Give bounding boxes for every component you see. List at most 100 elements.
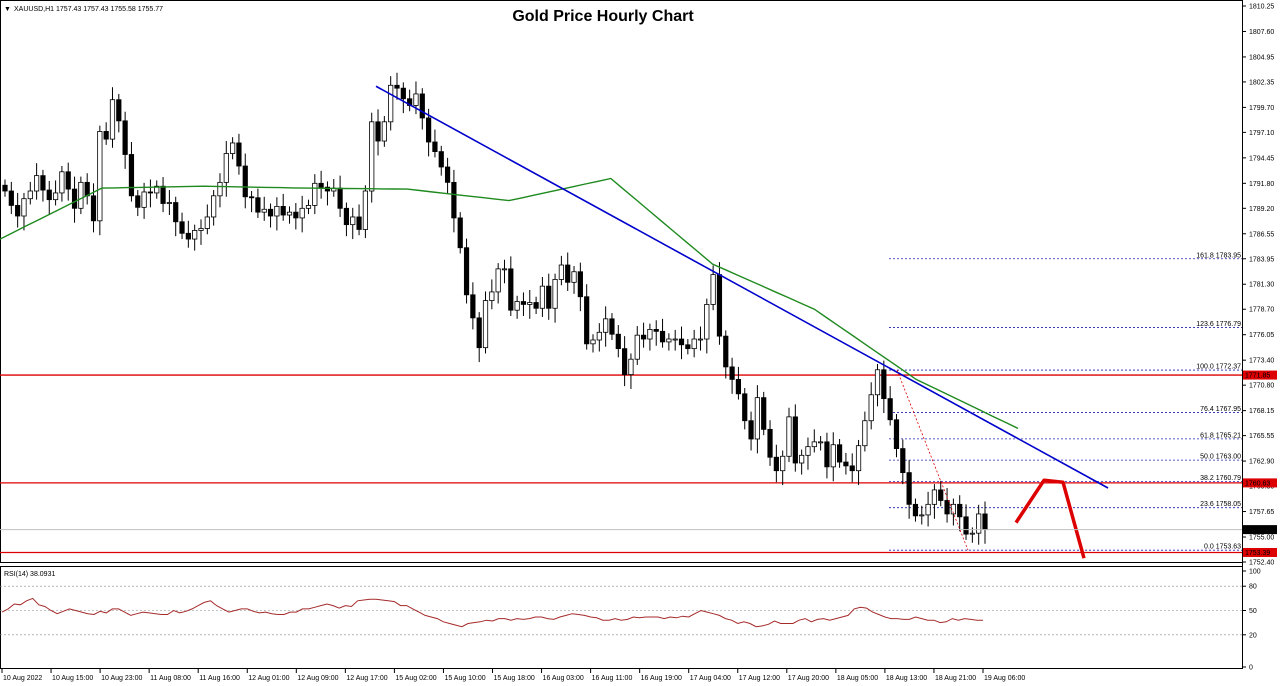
candle-body [830, 444, 836, 468]
candle-body [748, 420, 754, 440]
price-axis: 1810.25 1807.60 1804.95 1802.35 1799.70 1797.… [1242, 4, 1274, 567]
price-tick-label: 1781.30 [1249, 282, 1274, 289]
price-tick-label: 1789.20 [1249, 206, 1274, 213]
candle-body [426, 117, 432, 143]
candle-body [116, 99, 122, 122]
candle-body [539, 285, 546, 309]
candle-body [754, 397, 760, 440]
price-tick-label: 1804.95 [1249, 54, 1274, 61]
candle-body [299, 207, 305, 219]
candle-body [192, 230, 198, 240]
candle-body [691, 338, 697, 350]
candle-body [160, 185, 166, 204]
price-tick-label: 1757.65 [1249, 509, 1274, 516]
candle-body [780, 455, 786, 472]
price-tick-label: 1799.70 [1249, 105, 1274, 112]
symbol-arrow-icon: ▼ [4, 6, 11, 13]
candle-body [811, 441, 817, 448]
candle-body [666, 338, 672, 343]
candle-body [97, 131, 103, 222]
rsi-label: RSI(14) 38.0931 [4, 571, 55, 578]
time-tick-label: 10 Aug 23:00 [101, 675, 142, 682]
candle-body [8, 190, 14, 206]
candle-body [697, 338, 704, 341]
candle-body [261, 208, 267, 213]
fib-label: 0.0 1753.63 [1204, 544, 1241, 551]
fib-label: 161.8 1783.95 [1196, 252, 1241, 259]
time-tick-label: 19 Aug 06:00 [984, 675, 1025, 682]
current-price-label: 1755.77 [1245, 527, 1270, 534]
support-resistance-lines: 1771.85 1760.63 1753.39 [0, 370, 1277, 557]
candle-body [280, 205, 286, 216]
price-tick-label: 1765.55 [1249, 433, 1274, 440]
candle-body [577, 271, 583, 298]
candle-body [799, 454, 805, 464]
time-tick-label: 16 Aug 03:00 [543, 675, 584, 682]
candle-body [704, 304, 710, 340]
candle-body [969, 532, 975, 535]
candle-body [413, 93, 419, 106]
candle-body [173, 202, 179, 223]
candle-body [982, 513, 988, 530]
fib-label: 38.2 1760.79 [1200, 475, 1241, 482]
fib-label: 23.6 1758.05 [1200, 501, 1241, 508]
candle-body [565, 264, 571, 283]
candle-body [369, 121, 375, 192]
candle-body [824, 441, 830, 468]
candle-body [906, 472, 912, 505]
candle-body [868, 394, 874, 422]
level-tag [1243, 370, 1277, 380]
bearish-trend-line [375, 85, 1109, 489]
price-tick-label: 1794.45 [1249, 155, 1274, 162]
candle-body [21, 198, 27, 217]
time-tick-label: 18 Aug 21:00 [935, 675, 976, 682]
time-tick-label: 16 Aug 11:00 [592, 675, 633, 682]
candle-body [362, 190, 368, 230]
candle-body [678, 338, 685, 346]
candle-body [881, 369, 887, 400]
candle-body [843, 461, 849, 467]
candle-body [141, 191, 147, 208]
candle-body [527, 302, 533, 305]
candle-body [185, 232, 191, 240]
rsi-tick-label: 20 [1249, 632, 1257, 639]
level-tag-label: 1760.63 [1245, 480, 1270, 487]
candle-body [198, 228, 204, 231]
candle-body [672, 338, 678, 341]
candle-body [634, 334, 640, 360]
time-axis: 10 Aug 2022 10 Aug 15:00 10 Aug 23:00 11 Au… [1, 669, 1025, 682]
candle-body [388, 84, 394, 123]
candle-body [337, 187, 343, 209]
price-tick-label: 1770.80 [1249, 383, 1274, 390]
price-tick-label: 1786.55 [1249, 231, 1274, 238]
candle-body [103, 131, 109, 140]
candle-body [324, 186, 331, 192]
price-tick-label: 1755.00 [1249, 535, 1274, 542]
candle-body [166, 202, 172, 204]
candle-body [508, 268, 514, 311]
candle-body [615, 333, 621, 350]
chart-title: Gold Price Hourly Chart [512, 8, 694, 25]
time-tick-label: 12 Aug 01:00 [248, 675, 289, 682]
candle-body [622, 348, 628, 375]
candle-body [122, 120, 128, 155]
candle-body [293, 211, 299, 219]
projection-arrow [1014, 478, 1086, 559]
candle-body [710, 274, 716, 305]
fibonacci-levels: 161.8 1783.95 123.6 1776.79 100.0 1772.37 7… [889, 252, 1242, 551]
candle-body [451, 181, 457, 219]
candle-body [729, 366, 735, 380]
candle-body [818, 441, 824, 444]
rsi-axis: 100 80 50 20 0 [0, 569, 1261, 672]
candle-body [438, 151, 444, 168]
time-tick-label: 18 Aug 05:00 [837, 675, 878, 682]
price-tick-label: 1776.05 [1249, 332, 1274, 339]
candle-body [242, 165, 248, 198]
candle-body [223, 153, 229, 183]
candle-body [584, 296, 590, 345]
fib-label: 50.0 1763.00 [1200, 454, 1241, 461]
candle-body [40, 175, 46, 191]
candle-body [792, 416, 798, 464]
time-tick-label: 12 Aug 09:00 [297, 675, 338, 682]
level-tag [1243, 547, 1277, 557]
